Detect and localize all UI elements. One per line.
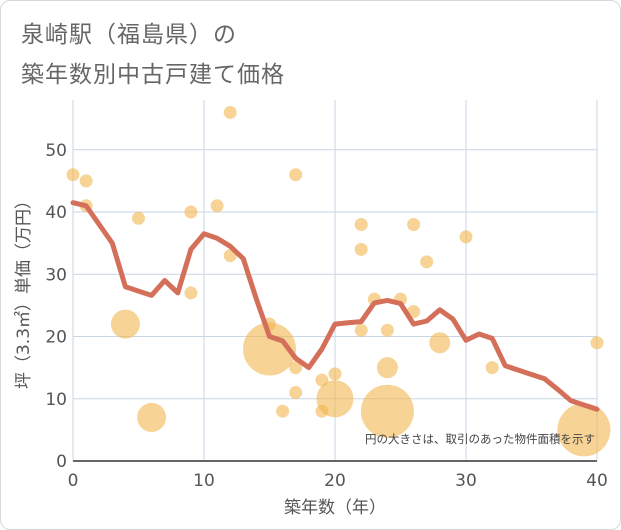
- scatter-point: [289, 386, 303, 400]
- scatter-point: [420, 255, 434, 269]
- x-tick-label: 0: [68, 471, 79, 491]
- bubble-size-note: 円の大きさは、取引のあった物件面積を示す: [365, 432, 595, 446]
- scatter-point: [289, 361, 303, 375]
- scatter-point: [557, 403, 611, 457]
- scatter-point: [407, 217, 421, 231]
- scatter-point: [184, 286, 198, 300]
- x-tick-label: 30: [455, 471, 477, 491]
- scatter-point: [137, 402, 167, 432]
- chart-labels: 築年数（年） 坪（3.3㎡）単価（万円） 円の大きさは、取引のあった物件面積を示す: [14, 192, 595, 518]
- scatter-point: [289, 168, 303, 182]
- scatter-point: [590, 336, 604, 350]
- scatter-point: [354, 217, 368, 231]
- scatter-point: [376, 357, 398, 379]
- scatter-point: [110, 309, 140, 339]
- y-tick-label: 30: [45, 265, 67, 285]
- x-axis-title: 築年数（年）: [284, 498, 386, 518]
- scatter-point: [210, 199, 224, 213]
- y-axis-title: 坪（3.3㎡）単価（万円）: [14, 192, 34, 389]
- chart-title-line1: 泉崎駅（福島県）の: [21, 22, 237, 48]
- scatter-point: [223, 105, 237, 119]
- trend-line-series: [70, 200, 600, 412]
- axes: 0 10 20 30 40 50 0 10 20 30 40: [45, 141, 607, 491]
- y-tick-label: 40: [45, 203, 67, 223]
- scatter-point: [429, 332, 451, 354]
- scatter-point: [485, 361, 499, 375]
- y-tick-label: 20: [45, 328, 67, 348]
- scatter-point: [184, 205, 198, 219]
- y-tick-label: 0: [56, 452, 67, 472]
- scatter-point: [380, 323, 394, 337]
- scatter-point: [132, 211, 145, 225]
- scatter-point: [328, 367, 342, 381]
- chart-title-line2: 築年数別中古戸建て価格: [21, 62, 285, 88]
- scatter-point: [316, 380, 354, 418]
- x-tick-label: 40: [586, 471, 608, 491]
- scatter-point: [243, 322, 296, 376]
- scatter-point: [276, 404, 290, 418]
- x-tick-label: 10: [193, 471, 215, 491]
- scatter-point: [354, 323, 368, 337]
- average-price-line: [70, 200, 600, 412]
- bubble-series: [66, 105, 611, 457]
- scatter-point: [79, 174, 93, 188]
- y-tick-label: 50: [45, 141, 67, 161]
- x-tick-label: 20: [324, 471, 346, 491]
- scatter-point: [459, 230, 473, 244]
- scatter-point: [66, 168, 80, 182]
- scatter-point: [360, 384, 414, 438]
- scatter-point: [354, 242, 368, 256]
- y-tick-label: 10: [45, 390, 67, 410]
